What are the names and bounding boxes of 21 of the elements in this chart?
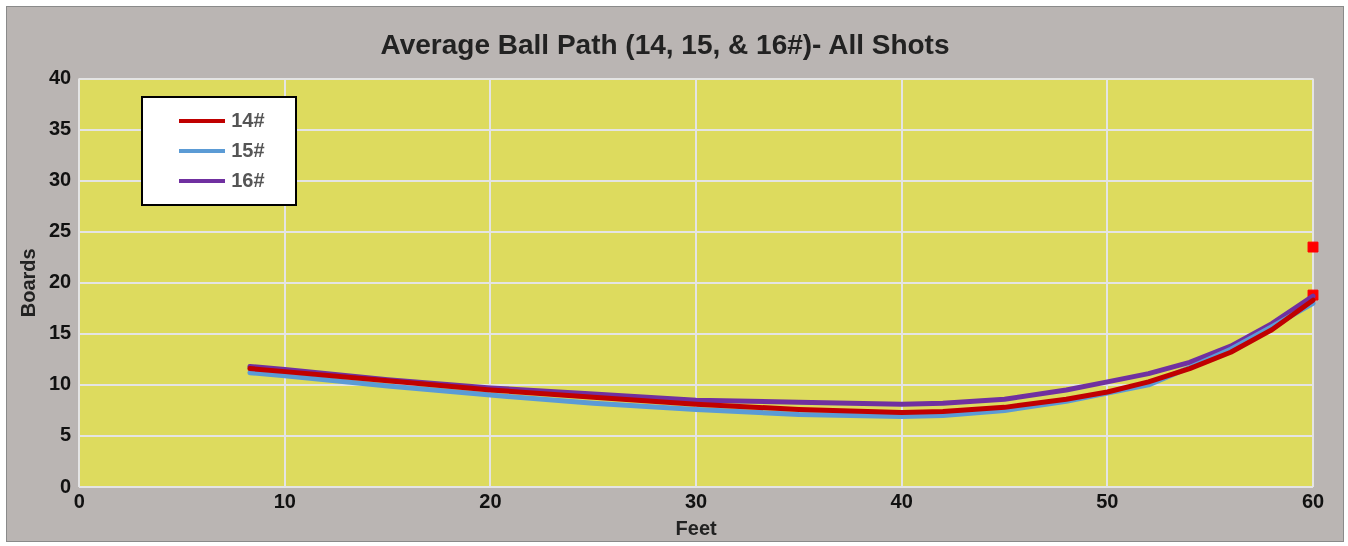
y-tick-label: 40	[49, 66, 72, 89]
x-tick-label: 30	[685, 489, 708, 512]
y-tick-label: 25	[49, 219, 72, 242]
y-tick-label: 15	[49, 321, 72, 344]
y-tick-label: 35	[49, 117, 72, 140]
x-tick-label: 20	[479, 489, 502, 512]
x-tick-label: 40	[890, 489, 913, 512]
x-tick-label: 60	[1301, 489, 1325, 512]
y-axis-title: Boards	[16, 248, 39, 318]
x-tick-label: 50	[1096, 489, 1119, 512]
legend-label: 15#	[231, 139, 265, 163]
y-tick-label: 20	[49, 270, 72, 293]
y-tick-label: 0	[60, 474, 72, 497]
chart-title: Average Ball Path (14, 15, & 16#)- All Shots	[380, 28, 950, 60]
legend-label: 14#	[231, 109, 265, 133]
x-axis-title: Feet	[675, 516, 718, 539]
legend-label: 16#	[231, 169, 265, 193]
y-tick-label: 5	[60, 423, 72, 446]
y-tick-label: 10	[49, 372, 72, 395]
x-tick-label: 10	[273, 489, 296, 512]
y-tick-label: 30	[49, 168, 72, 191]
